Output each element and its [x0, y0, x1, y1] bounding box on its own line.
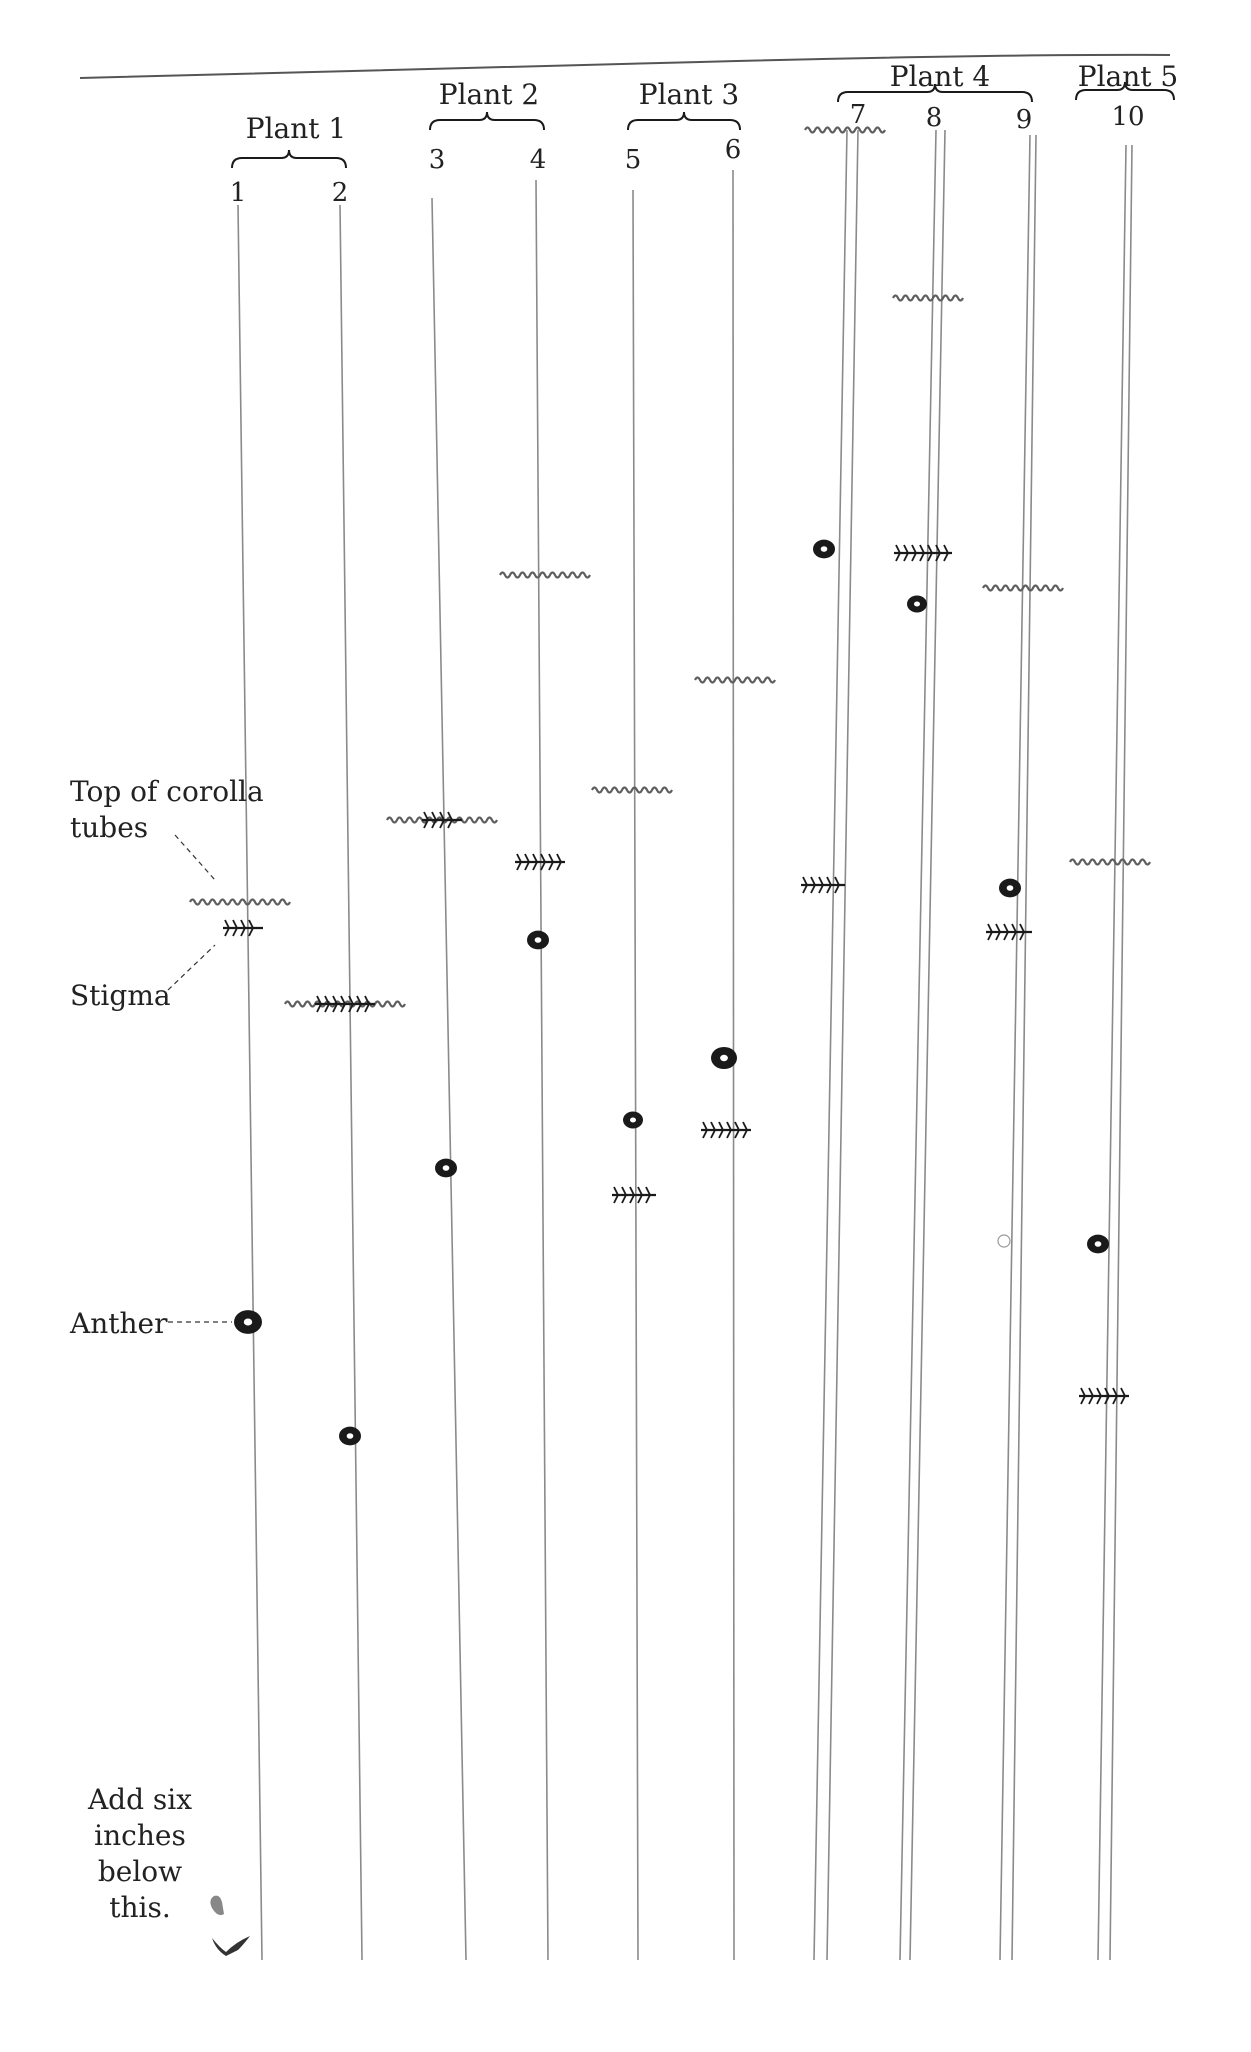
anther-flower-9: [999, 878, 1021, 898]
plant-brace-4: [837, 83, 1033, 103]
flower-stem-12: [1011, 134, 1037, 1961]
corolla-top-flower-1: [189, 898, 291, 906]
flower-stem-2: [339, 204, 363, 1961]
anther-flower-4: [527, 930, 549, 950]
corolla-leader-line: [174, 834, 216, 881]
stigma-flower-7: [801, 876, 845, 894]
anther-flower-7: [813, 539, 835, 559]
plant-label-4: Plant 4: [889, 60, 991, 93]
flower-stem-11: [999, 134, 1031, 1961]
plant-label-5: Plant 5: [1077, 60, 1179, 93]
stigma-flower-1: [223, 919, 263, 937]
stigma-flower-10: [1079, 1387, 1129, 1405]
plant-brace-2: [429, 111, 545, 131]
legend-stigma-label: Stigma: [70, 979, 171, 1012]
flower-number-5: 5: [624, 145, 642, 175]
flower-stem-9: [899, 129, 937, 1961]
flower-number-4: 4: [529, 145, 547, 175]
add-six-inches-note: Add six inches below this.: [87, 1783, 193, 1924]
flower-stem-1: [237, 204, 263, 1961]
legend-corolla-label: Top of corolla tubes: [70, 775, 264, 844]
flower-number-9: 9: [1015, 105, 1033, 135]
flower-stem-5: [632, 189, 639, 1961]
corolla-top-flower-5: [591, 786, 673, 794]
top-border-line: [79, 53, 1171, 79]
stigma-flower-9: [986, 923, 1032, 941]
flower-stem-7: [813, 129, 848, 1961]
flower-stem-4: [535, 179, 549, 1961]
stigma-flower-5: [612, 1186, 656, 1204]
flower-stem-13: [1097, 144, 1127, 1961]
stigma-leader-line: [167, 944, 216, 991]
flower-number-2: 2: [331, 178, 349, 208]
flower-number-6: 6: [724, 135, 742, 165]
stigma-flower-2: [315, 995, 375, 1013]
plant-brace-3: [627, 111, 741, 131]
stigma-flower-3: [422, 811, 462, 829]
anther-flower-2: [339, 1426, 361, 1446]
stigma-flower-4: [515, 853, 565, 871]
flower-stem-8: [826, 129, 859, 1961]
flower-number-3: 3: [428, 145, 446, 175]
corolla-top-flower-9: [982, 584, 1064, 592]
corolla-top-flower-10: [1069, 858, 1151, 866]
flower-stem-10: [909, 129, 946, 1961]
corolla-top-flower-8: [892, 294, 964, 302]
anther-flower-1: [234, 1310, 262, 1334]
flower-number-8: 8: [925, 103, 943, 133]
stigma-flower-8: [894, 544, 952, 562]
anther-flower-8: [907, 595, 927, 613]
flower-stem-14: [1109, 144, 1133, 1961]
corolla-top-flower-6: [694, 676, 776, 684]
corolla-top-flower-7: [804, 126, 886, 134]
plant-label-3: Plant 3: [638, 78, 740, 111]
plant-label-1: Plant 1: [245, 112, 347, 145]
flower-stem-3: [431, 197, 467, 1961]
anther-flower-5: [623, 1111, 643, 1129]
anther-flower-10: [1087, 1234, 1109, 1254]
plant-label-2: Plant 2: [438, 78, 540, 111]
flower-number-1: 1: [229, 178, 247, 208]
pointing-hand-icon: [210, 1895, 250, 1956]
flower-number-7: 7: [849, 100, 867, 130]
corolla-top-flower-4: [499, 571, 591, 579]
flower-number-10: 10: [1111, 102, 1145, 132]
legend-anther-label: Anther: [70, 1307, 168, 1340]
plant-brace-5: [1075, 81, 1175, 101]
plant-brace-1: [231, 149, 347, 169]
anther-faint-flower-9: [997, 1234, 1011, 1248]
anther-flower-6: [711, 1046, 737, 1070]
anther-flower-3: [435, 1158, 457, 1178]
stigma-flower-6: [701, 1121, 751, 1139]
